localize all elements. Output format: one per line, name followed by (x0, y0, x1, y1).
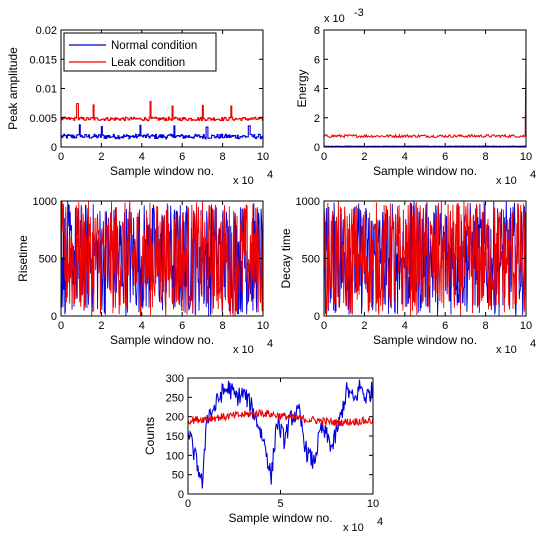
y-tick-label-risetime: 500 (39, 254, 57, 266)
x-tick-label-counts: 10 (367, 498, 379, 510)
x-tick-label-risetime: 10 (257, 320, 269, 332)
x-tick-label-decay: 6 (442, 320, 448, 332)
chart-energy: 0 2 4 6 8 10 0 2 4 6 8 Sample window no. Energy x 10 4… (295, 7, 536, 187)
x-exponent-counts: 4 (377, 516, 383, 528)
y-tick-label-counts: 150 (166, 431, 184, 443)
x-tick-label-peak: 0 (58, 151, 64, 163)
x-exponent-risetime: 4 (267, 338, 273, 350)
series-counts-leak (188, 408, 373, 427)
x-tick-label-peak: 6 (179, 151, 185, 163)
y-axis-label-counts: Counts (143, 417, 157, 455)
y-tick-label-energy: 0 (314, 142, 320, 154)
y-exponent-energy: -3 (354, 7, 364, 19)
series-peak-leak (61, 50, 263, 122)
x-tick-label-decay: 2 (361, 320, 367, 332)
x-axis-label-peak: Sample window no. (110, 164, 214, 178)
x-tick-label-risetime: 8 (220, 320, 226, 332)
x-axis-label-risetime: Sample window no. (110, 333, 214, 347)
chart-risetime: 0 2 4 6 8 10 0 500 1000 Sample window no. Risetime… (16, 196, 273, 356)
y-tick-label-energy: 6 (314, 54, 320, 66)
y-axis-label-risetime: Risetime (16, 235, 30, 282)
y-tick-label-counts: 0 (178, 489, 184, 501)
legend-label-1: Leak condition (111, 57, 185, 69)
y-tick-label-counts: 250 (166, 392, 184, 404)
y-tick-label-decay: 1000 (296, 196, 320, 208)
legend: Normal condition Leak condition (63, 32, 217, 72)
x-tick-label-risetime: 0 (58, 320, 64, 332)
y-tick-label-decay: 0 (314, 311, 320, 323)
y-tick-label-risetime: 0 (51, 311, 57, 323)
y-tick-label-peak: 0.015 (29, 54, 57, 66)
y-tick-label-peak: 0.005 (29, 113, 57, 125)
y-tick-label-risetime: 1000 (33, 196, 57, 208)
x-tick-label-risetime: 4 (139, 320, 145, 332)
x-tick-label-counts: 0 (185, 498, 191, 510)
chart-peak: 0 2 4 6 8 10 0 0.005 0.01 0.015 0.02 Sample window … (6, 25, 273, 187)
legend-box (63, 32, 217, 72)
series-peak-normal (61, 124, 263, 145)
y-tick-label-counts: 50 (172, 470, 184, 482)
series-risetime-leak (61, 201, 263, 316)
x-tick-label-energy: 10 (520, 151, 532, 163)
y-tick-label-counts: 200 (166, 412, 184, 424)
y-tick-label-energy: 8 (314, 25, 320, 37)
x-tick-label-energy: 2 (361, 151, 367, 163)
x-tick-label-energy: 6 (442, 151, 448, 163)
x-tick-label-energy: 4 (402, 151, 408, 163)
x-multiplier-counts: x 10 (343, 522, 364, 534)
y-tick-label-peak: 0.01 (36, 84, 57, 96)
legend-label-0: Normal condition (111, 40, 197, 52)
x-tick-label-peak: 2 (98, 151, 104, 163)
y-multiplier-energy: x 10 (324, 13, 345, 25)
x-axis-label-decay: Sample window no. (373, 333, 477, 347)
x-tick-label-peak: 8 (220, 151, 226, 163)
x-tick-label-peak: 4 (139, 151, 145, 163)
y-axis-label-decay: Decay time (279, 228, 293, 288)
series-counts-normal (188, 379, 373, 489)
x-tick-label-decay: 0 (321, 320, 327, 332)
x-tick-label-decay: 10 (520, 320, 532, 332)
y-tick-label-energy: 4 (314, 84, 320, 96)
x-axis-label-energy: Sample window no. (373, 164, 477, 178)
y-tick-label-peak: 0 (51, 142, 57, 154)
x-axis-label-counts: Sample window no. (228, 511, 332, 525)
chart-decay: 0 2 4 6 8 10 0 500 1000 Sample window no. Decay ti… (279, 196, 536, 356)
x-tick-label-peak: 10 (257, 151, 269, 163)
x-exponent-decay: 4 (530, 338, 536, 350)
x-exponent-peak: 4 (267, 169, 273, 181)
y-tick-label-peak: 0.02 (36, 25, 57, 37)
x-tick-label-risetime: 6 (179, 320, 185, 332)
x-multiplier-energy: x 10 (496, 175, 517, 187)
x-tick-label-decay: 8 (483, 320, 489, 332)
series-risetime-normal (61, 201, 263, 316)
x-tick-label-decay: 4 (402, 320, 408, 332)
x-tick-label-counts: 5 (277, 498, 283, 510)
x-exponent-energy: 4 (530, 169, 536, 181)
series-energy-leak (324, 54, 526, 139)
x-tick-label-risetime: 2 (98, 320, 104, 332)
axes-box-energy (323, 29, 527, 148)
x-multiplier-peak: x 10 (233, 175, 254, 187)
x-tick-label-energy: 0 (321, 151, 327, 163)
y-axis-label-peak: Peak amplitude (6, 47, 20, 130)
y-tick-label-decay: 500 (302, 254, 320, 266)
y-tick-label-energy: 2 (314, 113, 320, 125)
y-axis-label-energy: Energy (295, 69, 309, 107)
y-tick-label-counts: 300 (166, 373, 184, 385)
x-multiplier-risetime: x 10 (233, 344, 254, 356)
x-multiplier-decay: x 10 (496, 344, 517, 356)
y-tick-label-counts: 100 (166, 450, 184, 462)
series-decay-leak (324, 201, 526, 316)
x-tick-label-energy: 8 (483, 151, 489, 163)
